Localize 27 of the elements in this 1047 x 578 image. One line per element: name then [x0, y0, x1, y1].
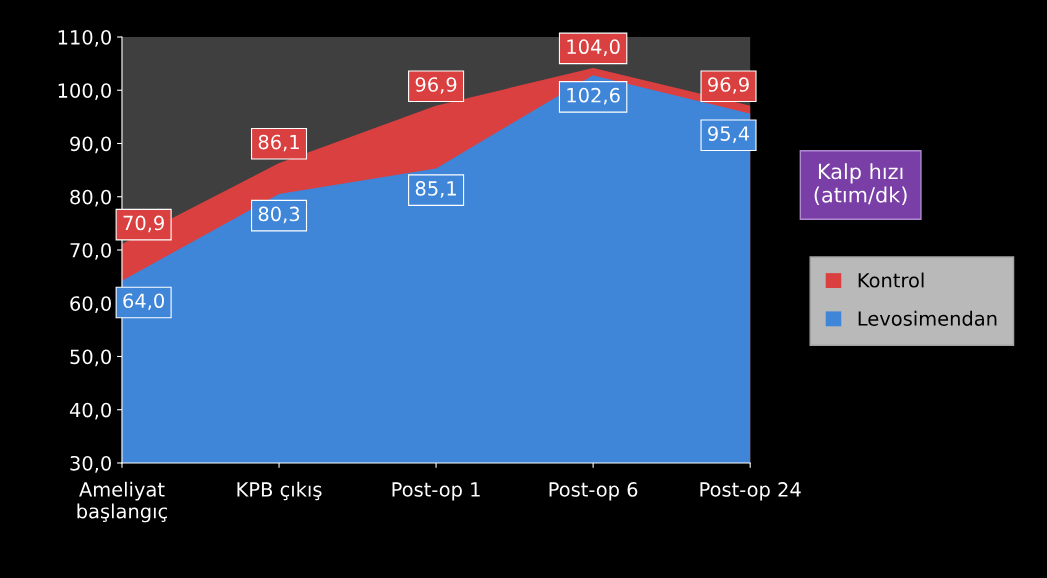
data-label: 104,0: [567, 39, 620, 57]
legend-label: Levosimendan: [858, 310, 997, 326]
y-tick-label: 70,0: [70, 242, 111, 260]
y-tick-label: 30,0: [70, 455, 111, 473]
y-tick-label: 110,0: [58, 29, 111, 47]
x-tick-label: KPB çıkış: [237, 481, 322, 501]
y-tick-label: 60,0: [70, 296, 111, 313]
data-label: 95,4: [708, 126, 750, 143]
y-tick-label: 40,0: [69, 402, 111, 420]
x-tick-label: Post-op 24: [700, 482, 801, 501]
y-tick-label: 50,0: [70, 349, 111, 367]
data-label: 96,9: [415, 77, 457, 94]
x-tick-label: Ameliyat başlangıç: [77, 481, 167, 523]
data-label: 64,0: [123, 293, 164, 311]
data-label: 70,9: [123, 215, 164, 233]
x-tick-label: Post-op 6: [549, 482, 638, 501]
data-label: 96,9: [708, 77, 749, 94]
data-label: 80,3: [258, 206, 300, 224]
legend-label: Kontrol: [858, 272, 924, 288]
text: Kalp hızı (atım/dk): [814, 163, 907, 206]
y-tick-label: 90,0: [70, 136, 111, 154]
x-tick-label: Post-op 1: [392, 482, 480, 501]
y-tick-label: 100,0: [58, 83, 111, 100]
data-label: 102,6: [567, 87, 620, 105]
data-label: 86,1: [258, 134, 299, 152]
y-tick-label: 80,0: [70, 189, 111, 207]
data-label: 85,1: [415, 181, 456, 198]
